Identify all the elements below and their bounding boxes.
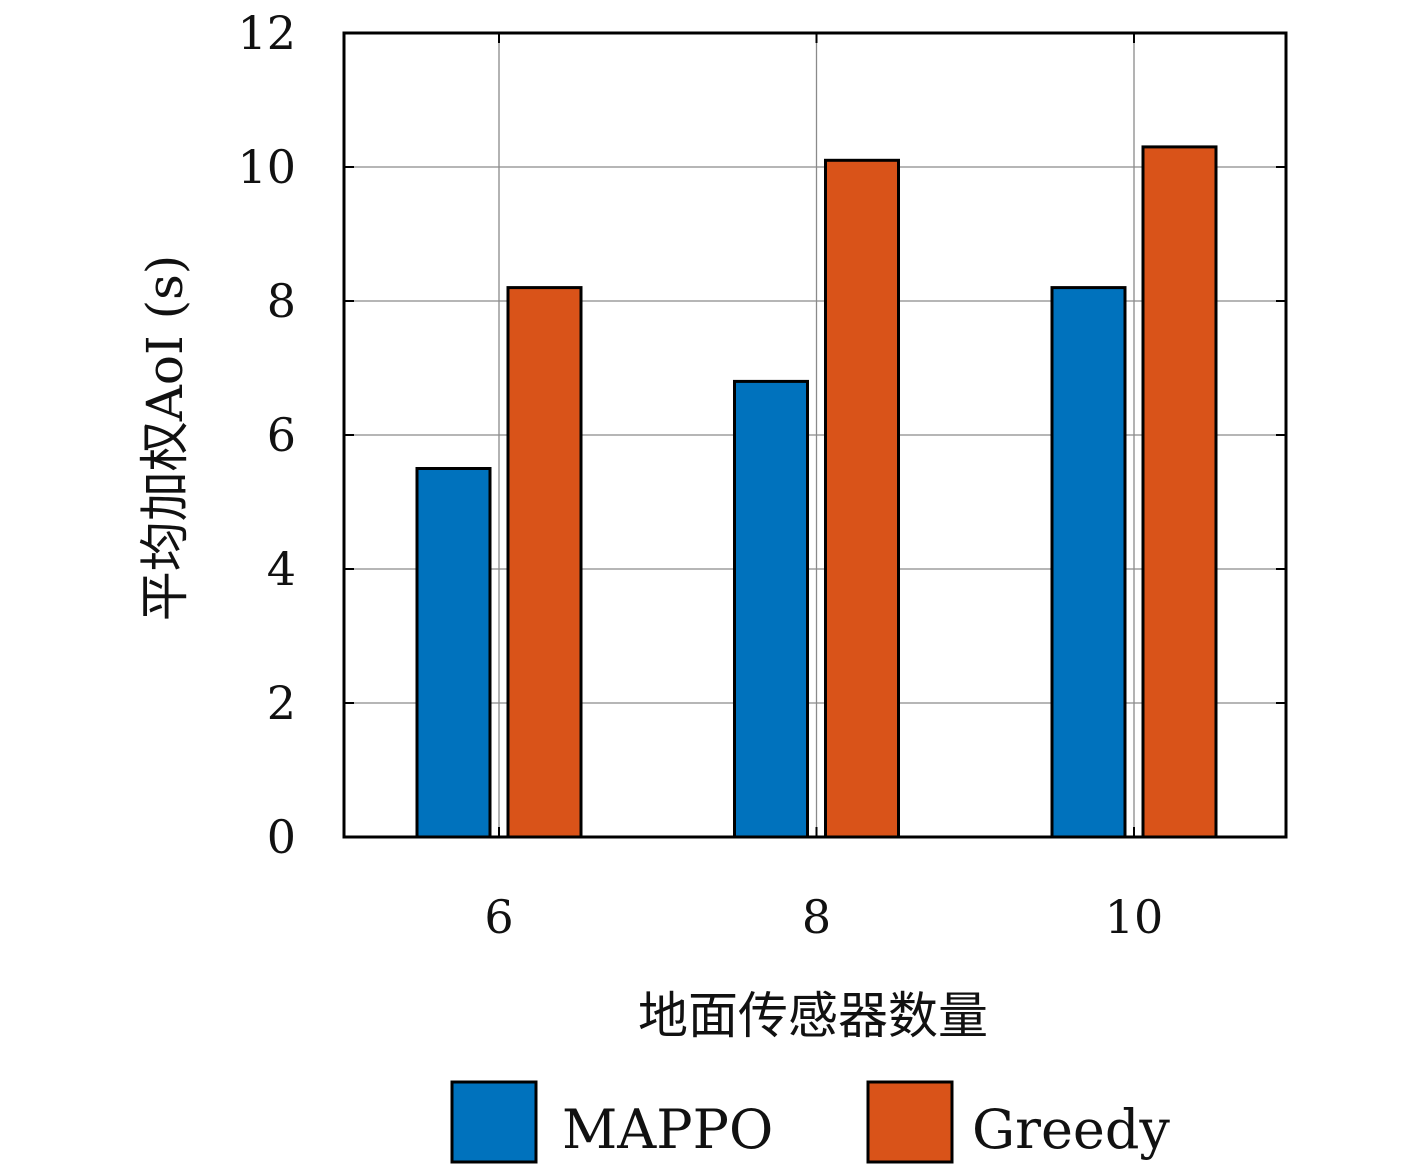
bar-greedy-8: [824, 158, 900, 839]
bar-mappo-6: [415, 467, 492, 839]
legend-swatch-greedy: [866, 1080, 954, 1164]
y-tick-label: 0: [267, 810, 296, 864]
legend-label-mappo: MAPPO: [562, 1098, 773, 1161]
y-tick-label: 10: [237, 140, 296, 194]
bar-mappo-8: [733, 379, 809, 839]
y-tick-label: 8: [267, 274, 296, 328]
y-tick-label: 6: [267, 408, 296, 462]
bar-greedy-6: [506, 286, 583, 839]
x-tick-label: 10: [1105, 890, 1164, 944]
x-tick-label: 6: [484, 890, 513, 944]
legend-swatch-mappo: [450, 1080, 538, 1164]
bar-mappo-10: [1050, 286, 1127, 839]
tick-labels: 0 2 4 6 8 10 12 6 8 10: [237, 6, 1163, 944]
y-tick-label: 12: [237, 6, 296, 60]
x-tick-label: 8: [802, 890, 831, 944]
y-axis-title: 平均加权AoI (s): [136, 255, 194, 622]
legend-label-greedy: Greedy: [972, 1098, 1170, 1161]
bar-greedy-10: [1141, 145, 1218, 839]
y-tick-label: 4: [267, 542, 296, 596]
x-axis-title: 地面传感器数量: [638, 987, 988, 1045]
legend: MAPPO Greedy: [450, 1080, 1170, 1164]
y-tick-label: 2: [267, 676, 296, 730]
axis-ticks: [344, 32, 1286, 838]
